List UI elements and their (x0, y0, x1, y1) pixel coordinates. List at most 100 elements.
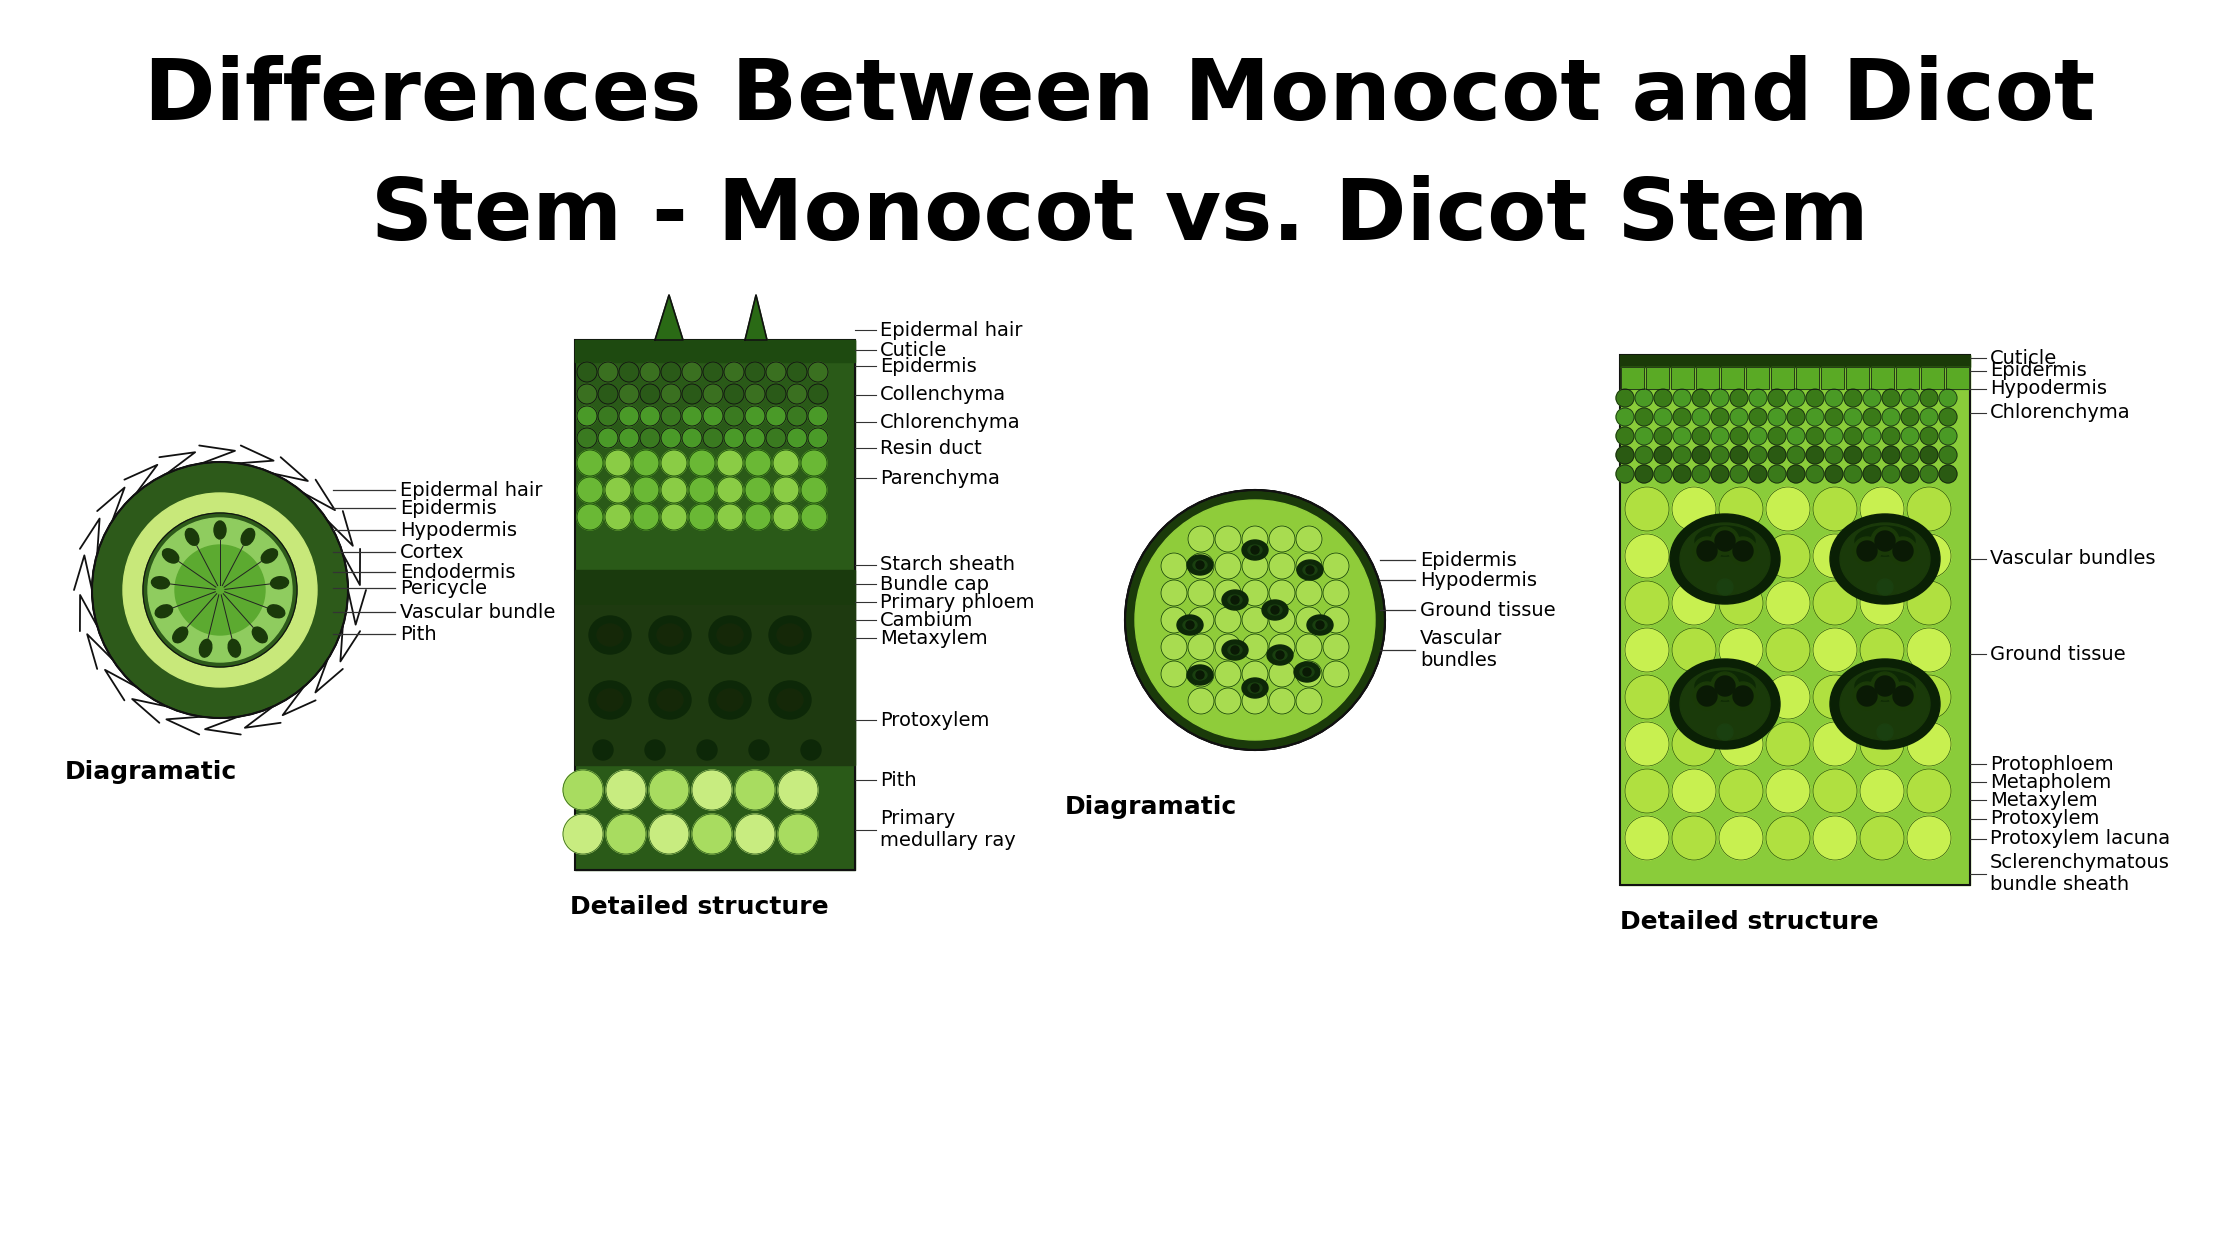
Text: Pith: Pith (401, 625, 437, 644)
Circle shape (1875, 677, 1895, 696)
Text: Protoxylem lacuna: Protoxylem lacuna (1989, 829, 2171, 848)
Circle shape (562, 770, 603, 810)
Ellipse shape (1297, 559, 1324, 580)
Bar (1620, 355, 1969, 367)
Ellipse shape (1830, 514, 1940, 604)
Circle shape (578, 362, 598, 382)
Ellipse shape (710, 680, 750, 719)
Circle shape (1826, 427, 1844, 445)
Circle shape (1767, 389, 1785, 407)
Circle shape (1902, 465, 1920, 483)
Bar (1895, 367, 1920, 389)
Circle shape (1812, 769, 1857, 813)
Circle shape (724, 428, 744, 449)
Ellipse shape (1272, 650, 1288, 660)
Bar (1671, 367, 1693, 389)
Circle shape (1297, 688, 1322, 714)
Circle shape (1297, 553, 1322, 580)
Circle shape (786, 384, 806, 404)
Text: Vascular bundle: Vascular bundle (401, 602, 556, 621)
Circle shape (1859, 488, 1904, 530)
Circle shape (641, 428, 661, 449)
Circle shape (1805, 389, 1823, 407)
Circle shape (1317, 621, 1324, 629)
Circle shape (1718, 724, 1734, 740)
Text: Primary phloem: Primary phloem (880, 592, 1035, 611)
Circle shape (1864, 408, 1882, 426)
Circle shape (1698, 541, 1718, 561)
Circle shape (1844, 389, 1861, 407)
Circle shape (1893, 685, 1913, 706)
Text: Starch sheath: Starch sheath (880, 556, 1015, 575)
Bar (1796, 367, 1819, 389)
Bar (1895, 367, 1920, 389)
Circle shape (802, 740, 822, 760)
Circle shape (1920, 427, 1938, 445)
Ellipse shape (199, 639, 213, 658)
Circle shape (1826, 446, 1844, 464)
Circle shape (1624, 627, 1669, 672)
Circle shape (1875, 530, 1895, 551)
Circle shape (1859, 769, 1904, 813)
Circle shape (1691, 427, 1709, 445)
Circle shape (1214, 525, 1241, 552)
Text: Stem - Monocot vs. Dicot Stem: Stem - Monocot vs. Dicot Stem (372, 175, 1868, 258)
Circle shape (1673, 446, 1691, 464)
Ellipse shape (598, 624, 623, 646)
Circle shape (1864, 446, 1882, 464)
Bar (576, 340, 856, 362)
Circle shape (802, 478, 827, 503)
Circle shape (724, 362, 744, 382)
Ellipse shape (768, 680, 811, 719)
Circle shape (1857, 685, 1877, 706)
Ellipse shape (1680, 523, 1770, 595)
Circle shape (605, 450, 632, 476)
FancyBboxPatch shape (576, 340, 856, 869)
Bar (1922, 367, 1944, 389)
Bar (1947, 367, 1969, 389)
Circle shape (1187, 580, 1214, 606)
Circle shape (1940, 427, 1958, 445)
Circle shape (1671, 534, 1716, 578)
Bar (1846, 367, 1868, 389)
Circle shape (1241, 553, 1268, 580)
Ellipse shape (186, 528, 199, 546)
Circle shape (1160, 634, 1187, 660)
Circle shape (1906, 769, 1951, 813)
Circle shape (1718, 580, 1734, 595)
Bar (1821, 367, 1844, 389)
Ellipse shape (1696, 672, 1754, 701)
Circle shape (1812, 722, 1857, 766)
Ellipse shape (1268, 605, 1281, 615)
Circle shape (703, 384, 724, 404)
Circle shape (1882, 427, 1900, 445)
Circle shape (1906, 627, 1951, 672)
Circle shape (605, 504, 632, 530)
Circle shape (1615, 446, 1633, 464)
Text: Diagramatic: Diagramatic (65, 760, 237, 784)
Ellipse shape (1839, 668, 1931, 740)
Text: Hypodermis: Hypodermis (1989, 379, 2108, 398)
Circle shape (1187, 634, 1214, 660)
Circle shape (1765, 816, 1810, 861)
Ellipse shape (1194, 559, 1207, 570)
Ellipse shape (164, 549, 179, 563)
Ellipse shape (262, 549, 278, 563)
Circle shape (1767, 408, 1785, 426)
Circle shape (1718, 816, 1763, 861)
Text: Hypodermis: Hypodermis (1420, 571, 1537, 590)
Bar (1772, 367, 1794, 389)
Circle shape (1864, 427, 1882, 445)
Circle shape (1270, 662, 1295, 687)
Circle shape (1765, 627, 1810, 672)
Circle shape (802, 450, 827, 476)
Circle shape (724, 384, 744, 404)
Text: Bundle cap: Bundle cap (880, 575, 990, 593)
Circle shape (1765, 722, 1810, 766)
Circle shape (1297, 634, 1322, 660)
Circle shape (1635, 408, 1653, 426)
Text: Epidermis: Epidermis (1420, 551, 1516, 570)
Circle shape (1718, 581, 1763, 625)
Circle shape (1729, 465, 1747, 483)
Circle shape (1877, 724, 1893, 740)
